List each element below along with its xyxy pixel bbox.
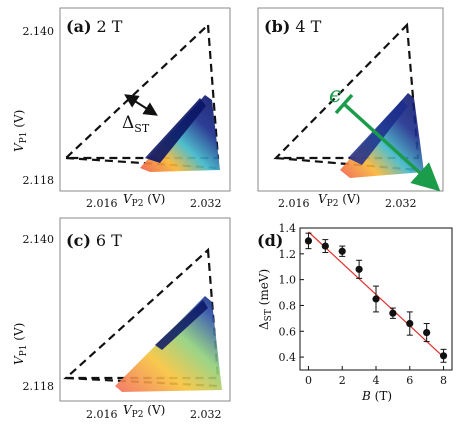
panel-a-xtick-left: 2.016 — [86, 197, 118, 210]
panel-a-delta-sub: ST — [134, 122, 150, 135]
svg-text:(a)2 T: (a) 2 T — [66, 17, 123, 36]
panel-d-ylabel-main: Δ — [257, 321, 271, 330]
panel-d-data-point — [423, 328, 431, 337]
panel-d-xtick-label: 0 — [305, 374, 312, 387]
panel-c-ytick-top: 2.140 — [23, 233, 55, 246]
panel-a-ylabel-unit: (V) — [12, 110, 26, 132]
panel-d-data-point — [389, 309, 397, 317]
panel-d-data-point — [372, 295, 380, 303]
panel-c-xlabel-unit: (V) — [143, 403, 165, 417]
panel-d-ytick-label: 1.0 — [279, 274, 297, 287]
panel-a-field: 2 T — [97, 17, 123, 36]
panel-d-ytick-label: 0.4 — [279, 351, 297, 364]
panel-c-ylabel-main: V — [12, 355, 26, 365]
svg-text:VP2 (V): VP2 (V) — [123, 403, 165, 420]
svg-text:VP1 (V): VP1 (V) — [12, 323, 29, 365]
density-axes: 2.140 2.118 2.140 2.118 VP1 (V) VP1 (V) … — [12, 25, 417, 421]
panel-a-ytick-bottom: 2.118 — [23, 174, 55, 187]
panel-d-ytick-label: 0.6 — [279, 325, 297, 338]
panel-d-data-point — [338, 247, 346, 255]
panel-a-blue-band — [145, 98, 206, 163]
svg-text:VP2 (V): VP2 (V) — [318, 192, 360, 209]
svg-text:ΔST (meV): ΔST (meV) — [257, 269, 274, 330]
panel-d-points — [304, 232, 448, 363]
panel-d-label: (d) — [257, 231, 283, 250]
panel-b-xtick-left: 2.016 — [278, 197, 310, 210]
panel-d-xtick-label: 6 — [406, 374, 413, 387]
panel-d-data-point — [321, 242, 329, 250]
panel-b-field: 4 T — [295, 17, 321, 36]
panel-c-ylabel-sub: P1 — [19, 345, 29, 357]
panel-a: (a) 2 T ΔST — [59, 7, 231, 192]
panel-b-epsilon-arrow — [342, 102, 441, 192]
panel-c-field: 6 T — [96, 231, 122, 250]
panel-d-xtick-label: 2 — [339, 374, 346, 387]
panel-c-blue-band — [155, 300, 208, 350]
panel-d-xticks: 0 2 4 6 8 — [305, 366, 447, 387]
panel-b-epsilon-bar — [334, 93, 354, 115]
panel-c: (c) 6 T — [59, 217, 231, 402]
panel-c-ytick-bottom: 2.118 — [23, 380, 55, 393]
panel-d-xtick-label: 8 — [440, 374, 447, 387]
panel-c-ylabel-unit: (V) — [12, 323, 26, 345]
svg-text:VP2 (V): VP2 (V) — [123, 192, 165, 209]
panel-a-ylabel-main: V — [12, 142, 26, 152]
panel-b-xlabel-sub: P2 — [327, 199, 339, 209]
svg-text:(c)6 T: (c) 6 T — [66, 231, 122, 250]
panel-d-ytick-label: 1.2 — [279, 248, 297, 261]
panel-c-xtick-left: 2.016 — [86, 408, 118, 421]
svg-text:VP1 (V): VP1 (V) — [12, 110, 29, 152]
panel-a-delta-arrow — [124, 94, 158, 116]
panel-d-ytick-label: 0.8 — [279, 299, 297, 312]
panel-b-label: (b) — [264, 17, 290, 36]
panel-d-data-point — [406, 319, 414, 328]
panel-d-data-point — [439, 352, 448, 360]
panel-a-xtick-right: 2.032 — [190, 197, 222, 210]
panel-b-dashed-triangle — [273, 22, 420, 160]
panel-c-xlabel-sub: P2 — [132, 410, 144, 420]
panel-d-ylabel-sub: ST — [264, 309, 274, 321]
panel-b-epsilon: ϵ — [329, 83, 341, 108]
panel-d-xlabel-unit: (T) — [371, 389, 392, 403]
panel-a-xlabel-unit: (V) — [143, 192, 165, 206]
panel-d-ylabel-unit: (meV) — [257, 269, 271, 309]
panel-d-yticks: 0.4 0.6 0.8 1.0 1.2 1.4 — [279, 222, 304, 364]
panel-a-ylabel-sub: P1 — [19, 132, 29, 144]
svg-text:B (T): B (T) — [361, 389, 392, 403]
panel-d-data-point — [304, 237, 313, 245]
svg-text:(b)4 T: (b) 4 T — [264, 17, 322, 36]
panel-b-xtick-right: 2.032 — [385, 197, 417, 210]
panel-a-xlabel-sub: P2 — [132, 199, 144, 209]
panel-a-delta-symbol: Δ — [122, 113, 134, 133]
panel-a-dashed-triangle — [63, 22, 220, 160]
panel-d-xtick-label: 4 — [373, 374, 380, 387]
panel-b: (b) 4 T ϵ — [257, 7, 444, 192]
panel-c-xlabel-main: V — [123, 403, 133, 417]
panel-a-label: (a) — [66, 17, 92, 36]
panel-d-data-point — [355, 265, 363, 273]
panel-c-label: (c) — [66, 231, 91, 250]
panel-b-xlabel-main: V — [318, 192, 328, 206]
panel-d: (d) 0.4 0.6 0.8 1.0 1.2 1.4 0 2 4 6 8 ΔST (meV) B… — [257, 222, 453, 403]
panel-a-xlabel-main: V — [123, 192, 133, 206]
panel-a-ytick-top: 2.140 — [23, 25, 55, 38]
svg-text:ΔST: ΔST — [122, 113, 150, 135]
panel-b-xlabel-unit: (V) — [338, 192, 360, 206]
panel-d-xlabel-main: B — [361, 389, 371, 403]
panel-d-ytick-label: 1.4 — [279, 222, 297, 235]
panel-c-xtick-right: 2.032 — [190, 408, 222, 421]
